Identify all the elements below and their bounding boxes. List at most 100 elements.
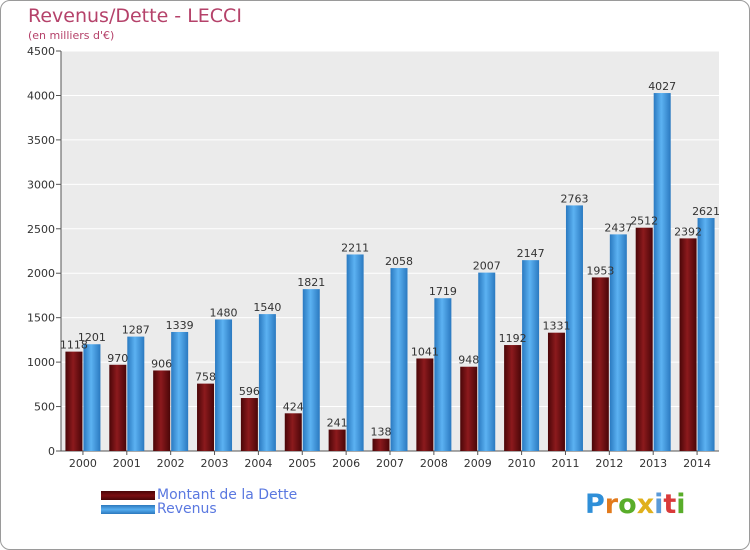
x-tick-label: 2014 — [683, 457, 711, 470]
brand-logo: Proxiti — [585, 489, 686, 520]
bar-revenue — [346, 254, 364, 451]
y-tick-label: 2500 — [27, 223, 55, 236]
bar-revenue-value-label: 1540 — [253, 301, 281, 314]
x-tick-label: 2007 — [376, 457, 404, 470]
bar-debt-value-label: 1331 — [542, 320, 570, 333]
bar-debt-value-label: 596 — [239, 385, 260, 398]
bar-debt — [679, 238, 697, 451]
bar-revenue — [127, 336, 145, 451]
brand-letter: o — [618, 489, 637, 520]
bar-debt — [547, 332, 565, 451]
brand-letter: i — [676, 489, 686, 520]
bar-debt-value-label: 1041 — [411, 345, 439, 358]
x-tick-label: 2004 — [244, 457, 272, 470]
chart-title: Revenus/Dette - LECCI — [28, 5, 242, 27]
x-tick-label: 2013 — [639, 457, 667, 470]
legend-swatch-revenue — [101, 504, 155, 514]
bar-revenue-value-label: 4027 — [648, 80, 676, 93]
bar-revenue-value-label: 1201 — [78, 331, 106, 344]
bar-debt-value-label: 241 — [327, 417, 348, 430]
bar-debt-value-label: 970 — [107, 352, 128, 365]
bar-debt-value-label: 2512 — [630, 215, 658, 228]
bar-revenue-value-label: 2147 — [517, 247, 545, 260]
y-tick-label: 1500 — [27, 312, 55, 325]
legend-label-revenue: Revenus — [157, 501, 217, 517]
bar-debt — [65, 351, 83, 451]
bar-debt — [372, 438, 390, 451]
bar-revenue-value-label: 2211 — [341, 241, 369, 254]
bar-debt — [416, 358, 434, 451]
bar-revenue-value-label: 1719 — [429, 285, 457, 298]
bar-debt-value-label: 1118 — [60, 339, 88, 352]
y-tick-label: 1000 — [27, 356, 55, 369]
brand-letter: r — [604, 489, 619, 520]
bar-revenue — [302, 289, 320, 451]
bar-debt-value-label: 758 — [195, 371, 216, 384]
brand-letter: t — [663, 489, 677, 520]
bar-debt — [284, 413, 302, 451]
x-tick-label: 2009 — [464, 457, 492, 470]
y-tick-label: 4000 — [27, 89, 55, 102]
x-tick-label: 2005 — [288, 457, 316, 470]
legend-item-debt: Montant de la Dette — [101, 487, 297, 503]
brand-letter: i — [654, 489, 664, 520]
bar-debt — [153, 370, 171, 451]
y-tick-label: 4500 — [27, 45, 55, 58]
bar-revenue — [215, 319, 233, 451]
x-tick-label: 2010 — [508, 457, 536, 470]
bar-revenue — [434, 298, 452, 451]
brand-letter: x — [636, 489, 655, 520]
bar-revenue — [258, 314, 276, 451]
bar-debt — [197, 383, 215, 451]
bar-revenue-value-label: 1339 — [166, 319, 194, 332]
y-tick-label: 3500 — [27, 134, 55, 147]
bar-debt-value-label: 138 — [371, 426, 392, 439]
bar-revenue — [609, 234, 627, 451]
legend-label-debt: Montant de la Dette — [157, 487, 298, 503]
chart-subtitle: (en milliers d'€) — [28, 29, 115, 42]
bar-debt-value-label: 424 — [283, 400, 304, 413]
y-tick-label: 500 — [34, 401, 55, 414]
bar-debt — [460, 366, 478, 451]
x-tick-label: 2003 — [201, 457, 229, 470]
bar-revenue-value-label: 2621 — [692, 205, 720, 218]
bar-revenue — [390, 268, 408, 451]
x-tick-label: 2000 — [69, 457, 97, 470]
bar-debt — [328, 429, 346, 451]
bar-revenue-value-label: 2058 — [385, 255, 413, 268]
bar-revenue — [171, 331, 189, 451]
bar-revenue-value-label: 1480 — [210, 306, 238, 319]
y-tick-label: 2000 — [27, 267, 55, 280]
x-tick-label: 2002 — [157, 457, 185, 470]
x-tick-label: 2006 — [332, 457, 360, 470]
y-tick-label: 3000 — [27, 178, 55, 191]
bar-debt-value-label: 906 — [151, 357, 172, 370]
bar-revenue-value-label: 2763 — [560, 192, 588, 205]
bar-revenue — [83, 344, 101, 451]
bar-revenue — [565, 205, 583, 451]
legend-swatch-debt — [101, 490, 155, 500]
plot-area — [61, 51, 719, 451]
bar-debt-value-label: 1192 — [499, 332, 527, 345]
brand-letter: P — [585, 489, 605, 520]
x-tick-label: 2011 — [551, 457, 579, 470]
legend-item-revenue: Revenus — [101, 501, 217, 517]
bar-revenue-value-label: 1287 — [122, 324, 150, 337]
bar-revenue-value-label: 2437 — [604, 221, 632, 234]
x-tick-label: 2012 — [595, 457, 623, 470]
bar-debt-value-label: 1953 — [586, 264, 614, 277]
bar-revenue — [653, 93, 671, 452]
bar-revenue-value-label: 2007 — [473, 260, 501, 273]
bar-debt-value-label: 948 — [458, 354, 479, 367]
bar-debt-value-label: 2392 — [674, 225, 702, 238]
bar-debt — [591, 277, 609, 451]
bar-debt — [240, 398, 258, 451]
bar-revenue — [522, 260, 540, 451]
x-tick-label: 2001 — [113, 457, 141, 470]
x-tick-label: 2008 — [420, 457, 448, 470]
bar-revenue — [478, 272, 496, 451]
bar-revenue-value-label: 1821 — [297, 276, 325, 289]
y-tick-label: 0 — [48, 445, 55, 458]
